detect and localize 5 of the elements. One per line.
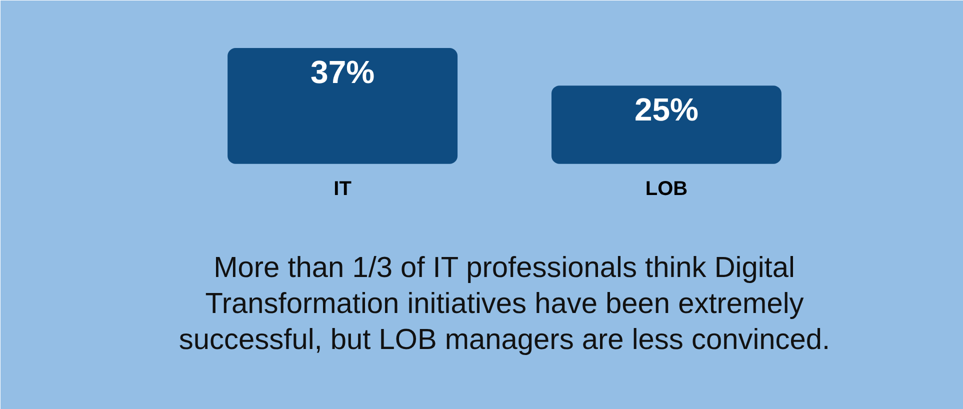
x-tick-label: LOB [645, 178, 688, 200]
x-tick-label: IT [334, 178, 352, 200]
data-label: 25% [634, 92, 698, 128]
data-label: 37% [310, 54, 375, 90]
text: More than 1/3 of IT professionals think Digital Transformation initiatives have been extremely successful, but LOB managers are less convinced. [178, 252, 830, 356]
